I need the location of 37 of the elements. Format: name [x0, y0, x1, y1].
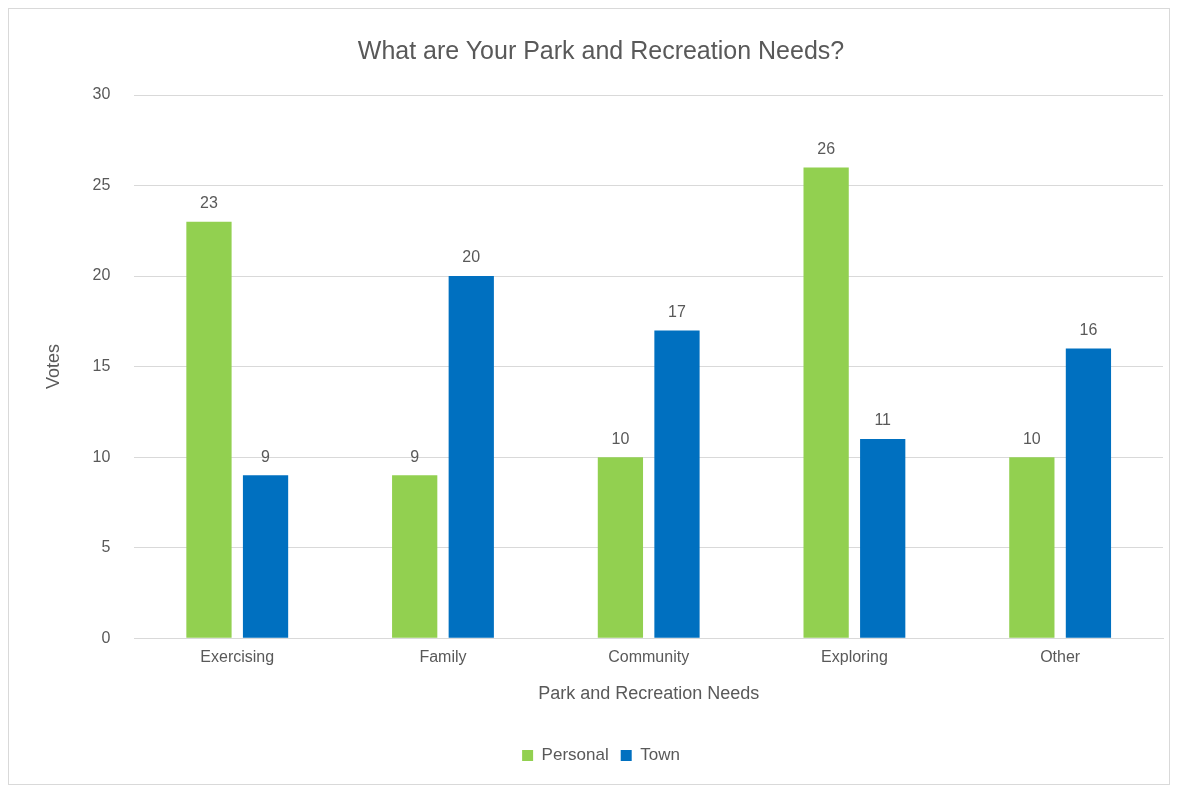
data-label: 26: [817, 139, 836, 157]
y-tick-label: 25: [92, 175, 111, 193]
data-label: 23: [200, 194, 218, 212]
bar: [860, 439, 906, 638]
legend-label: Town: [640, 745, 680, 765]
chart-title: What are Your Park and Recreation Needs?: [357, 35, 845, 64]
data-label: 9: [410, 447, 420, 465]
bar: [654, 330, 700, 638]
y-tick-label: 5: [101, 538, 111, 556]
data-label: 9: [261, 447, 271, 465]
legend-label: Personal: [541, 745, 609, 765]
bar: [242, 475, 289, 638]
bar: [392, 475, 438, 638]
data-label: 16: [1079, 320, 1098, 338]
y-tick-label: 15: [92, 357, 111, 375]
x-tick-label: Family: [419, 648, 467, 666]
data-label: 17: [668, 302, 686, 320]
bar: [803, 167, 849, 638]
y-tick-label: 10: [92, 447, 111, 465]
y-tick-label: 0: [101, 628, 111, 646]
bar: [448, 276, 494, 638]
x-tick-label: Exploring: [821, 648, 888, 666]
y-axis-title: Votes: [42, 344, 63, 390]
bar: [1065, 348, 1112, 638]
data-label: 11: [874, 411, 892, 429]
x-axis-title: Park and Recreation Needs: [538, 683, 760, 704]
x-tick-label: Other: [1040, 648, 1081, 666]
bar: [186, 221, 232, 638]
y-tick-label: 30: [92, 85, 111, 103]
data-label: 10: [1022, 429, 1041, 447]
y-tick-label: 20: [92, 266, 111, 284]
data-label: 10: [611, 429, 630, 447]
bar: [597, 457, 644, 638]
x-tick-label: Community: [608, 648, 690, 666]
data-label: 20: [462, 248, 481, 266]
bar: [1009, 457, 1055, 638]
x-tick-label: Exercising: [200, 648, 275, 666]
